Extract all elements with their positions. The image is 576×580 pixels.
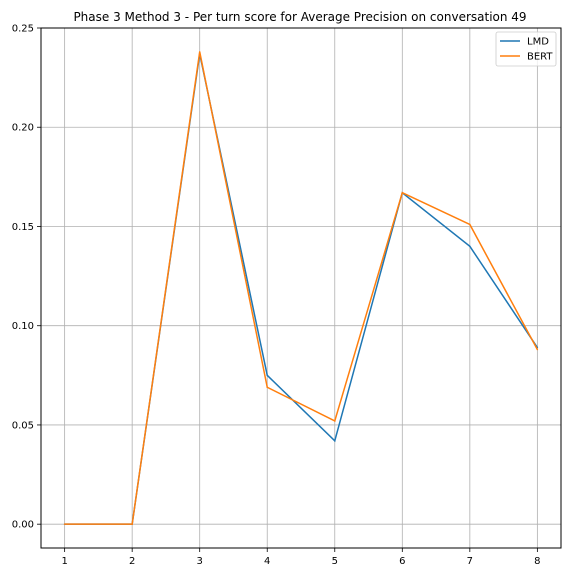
series-lines (63, 51, 539, 525)
data-point-bert (266, 386, 268, 388)
plot-frame (40, 27, 562, 549)
data-point-lmd (334, 440, 336, 442)
y-tick-label: 0.25 (12, 24, 34, 35)
y-tick-label: 0.00 (12, 520, 34, 531)
x-tick-label: 5 (332, 556, 338, 567)
legend: LMD BERT (495, 31, 557, 67)
series-line-bert (64, 51, 539, 525)
x-tick-label: 7 (467, 556, 473, 567)
x-tick-label: 8 (534, 556, 540, 567)
data-point-bert (536, 348, 539, 351)
y-tick-label: 0.20 (12, 123, 34, 134)
data-point-lmd (266, 374, 268, 377)
legend-label-lmd: LMD (527, 37, 549, 48)
x-tick-label: 3 (197, 556, 203, 567)
data-point-bert (401, 191, 404, 194)
data-point-bert (63, 523, 66, 525)
series-line-lmd (64, 53, 538, 525)
data-point-bert (131, 523, 133, 525)
y-tick-label: 0.05 (12, 420, 34, 431)
x-tick-label: 2 (129, 556, 135, 567)
grid-lines (41, 27, 561, 548)
chart-title: Phase 3 Method 3 - Per turn score for Av… (73, 10, 526, 24)
data-point-bert (198, 51, 201, 53)
x-tick-label: 1 (61, 556, 67, 567)
data-point-bert (334, 420, 336, 422)
data-point-bert (469, 223, 471, 226)
axes-ticks: 1 2 3 4 5 6 7 8 0.00 0.05 0.10 0.15 0.20 0.25 (12, 24, 541, 568)
data-point-lmd (469, 245, 471, 248)
y-tick-label: 0.10 (12, 321, 34, 332)
y-tick-label: 0.15 (12, 222, 34, 233)
legend-label-bert: BERT (527, 52, 553, 63)
x-tick-label: 4 (264, 556, 270, 567)
x-tick-label: 6 (399, 556, 405, 567)
